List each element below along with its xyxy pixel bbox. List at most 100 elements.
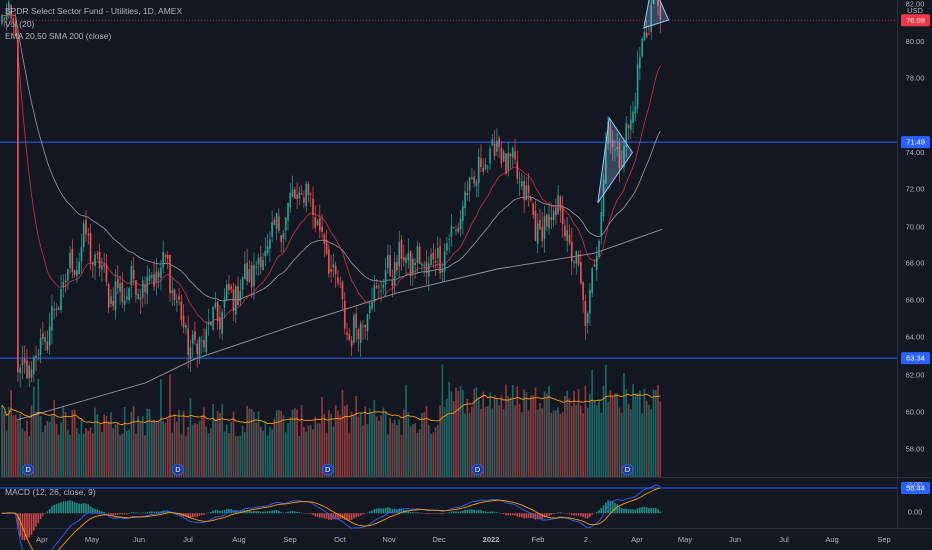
volume-bar bbox=[430, 433, 432, 477]
volume-bar bbox=[357, 416, 360, 477]
dividend-marker-label: D bbox=[325, 465, 331, 474]
macd-histogram-bar bbox=[543, 513, 546, 518]
macd-histogram-bar bbox=[314, 513, 317, 517]
volume-bar bbox=[343, 406, 346, 477]
volume-legend[interactable]: Vol (20) bbox=[5, 19, 35, 29]
candle-body bbox=[384, 270, 387, 285]
candle-body bbox=[595, 255, 598, 271]
macd-histogram-bar bbox=[462, 510, 464, 514]
macd-histogram-bar bbox=[598, 510, 600, 514]
candle-body bbox=[462, 205, 464, 222]
candle-body bbox=[466, 192, 469, 196]
candle-body bbox=[591, 268, 593, 294]
volume-bar bbox=[657, 385, 659, 477]
candle-body bbox=[371, 302, 373, 309]
macd-histogram-bar bbox=[178, 513, 180, 516]
time-axis-label: Jul bbox=[183, 535, 193, 544]
volume-bar bbox=[443, 407, 446, 477]
macd-histogram-bar bbox=[439, 513, 441, 514]
volume-bar bbox=[146, 408, 149, 477]
candle-body bbox=[557, 194, 559, 214]
candle-body bbox=[341, 282, 344, 300]
volume-bar bbox=[389, 418, 392, 477]
macd-histogram-bar bbox=[455, 511, 457, 514]
macd-histogram-bar bbox=[509, 513, 512, 516]
macd-histogram-bar bbox=[623, 508, 625, 514]
candle-body bbox=[151, 275, 153, 278]
price-badge: 58.44 bbox=[901, 481, 930, 494]
volume-bar bbox=[471, 406, 473, 477]
macd-legend[interactable]: MACD (12, 26, close, 9) bbox=[5, 487, 96, 497]
candle-body bbox=[35, 355, 37, 358]
candle-body bbox=[8, 2, 10, 11]
volume-bar bbox=[284, 432, 287, 477]
time-axis-label: Apr bbox=[631, 535, 643, 544]
volume-bar bbox=[266, 435, 269, 477]
candle-body bbox=[493, 143, 496, 156]
time-axis-label: Apr bbox=[36, 535, 48, 544]
price-badge-label: 71.49 bbox=[906, 138, 925, 147]
volume-bar bbox=[375, 416, 378, 477]
volume-bar bbox=[593, 401, 596, 477]
macd-histogram-bar bbox=[305, 513, 307, 514]
macd-histogram-bar bbox=[343, 513, 346, 520]
macd-histogram-bar bbox=[527, 513, 530, 518]
macd-histogram-bar bbox=[632, 509, 634, 514]
volume-bar bbox=[271, 429, 273, 477]
volume-bar bbox=[332, 426, 335, 477]
macd-histogram-bar bbox=[378, 508, 380, 514]
volume-bar bbox=[305, 431, 308, 477]
macd-histogram-bar bbox=[552, 513, 555, 515]
volume-bar bbox=[303, 427, 305, 477]
price-badge-label: 76.09 bbox=[906, 16, 925, 25]
candle-body bbox=[605, 144, 607, 184]
candle-body bbox=[398, 242, 401, 267]
volume-bar bbox=[328, 410, 330, 477]
volume-bar bbox=[282, 415, 285, 477]
triangle-pattern bbox=[597, 116, 634, 204]
candle-body bbox=[425, 261, 428, 273]
candle-body bbox=[21, 359, 24, 366]
volume-bar bbox=[355, 395, 357, 477]
volume-bar bbox=[110, 412, 112, 477]
dividend-marker: D bbox=[172, 463, 184, 476]
candle-body bbox=[489, 148, 491, 164]
volume-bar bbox=[64, 412, 67, 477]
volume-bar bbox=[169, 374, 171, 477]
macd-histogram-bar bbox=[341, 513, 344, 519]
macd-histogram-bar bbox=[198, 513, 201, 516]
macd-histogram-bar bbox=[384, 508, 387, 514]
triangle-pattern bbox=[643, 0, 670, 29]
volume-bar bbox=[461, 390, 464, 477]
time-axis-label: Oct bbox=[334, 535, 347, 544]
volume-bar bbox=[3, 411, 6, 477]
macd-histogram-bar bbox=[418, 512, 421, 514]
time-axis-label: May bbox=[678, 535, 692, 544]
candle-body bbox=[389, 255, 391, 277]
volume-bar bbox=[457, 391, 460, 477]
candle-body bbox=[259, 256, 262, 268]
macd-histogram-bar bbox=[639, 507, 641, 514]
candle-body bbox=[598, 240, 600, 257]
volume-bar bbox=[46, 420, 49, 477]
candle-body bbox=[214, 302, 217, 308]
candle-body bbox=[573, 261, 575, 263]
volume-bar bbox=[573, 390, 575, 477]
candle-body bbox=[289, 192, 292, 208]
dividend-marker-circle bbox=[172, 463, 184, 476]
macd-histogram-bar bbox=[353, 513, 355, 519]
volume-bar bbox=[477, 397, 480, 477]
volume-bar bbox=[482, 391, 485, 477]
candle-body bbox=[278, 216, 280, 231]
volume-bar bbox=[498, 405, 500, 477]
candle-body bbox=[160, 267, 162, 278]
symbol-title[interactable]: SPDR Select Sector Fund - Utilities, 1D,… bbox=[5, 6, 183, 16]
candle-body bbox=[205, 329, 208, 352]
candle-body bbox=[577, 254, 580, 265]
candle-body bbox=[76, 269, 78, 277]
macd-histogram-bar bbox=[616, 504, 618, 514]
candle-body bbox=[228, 284, 230, 291]
volume-bar bbox=[123, 406, 126, 477]
moving-average-legend[interactable]: EMA 20,50 SMA 200 (close) bbox=[5, 31, 112, 41]
